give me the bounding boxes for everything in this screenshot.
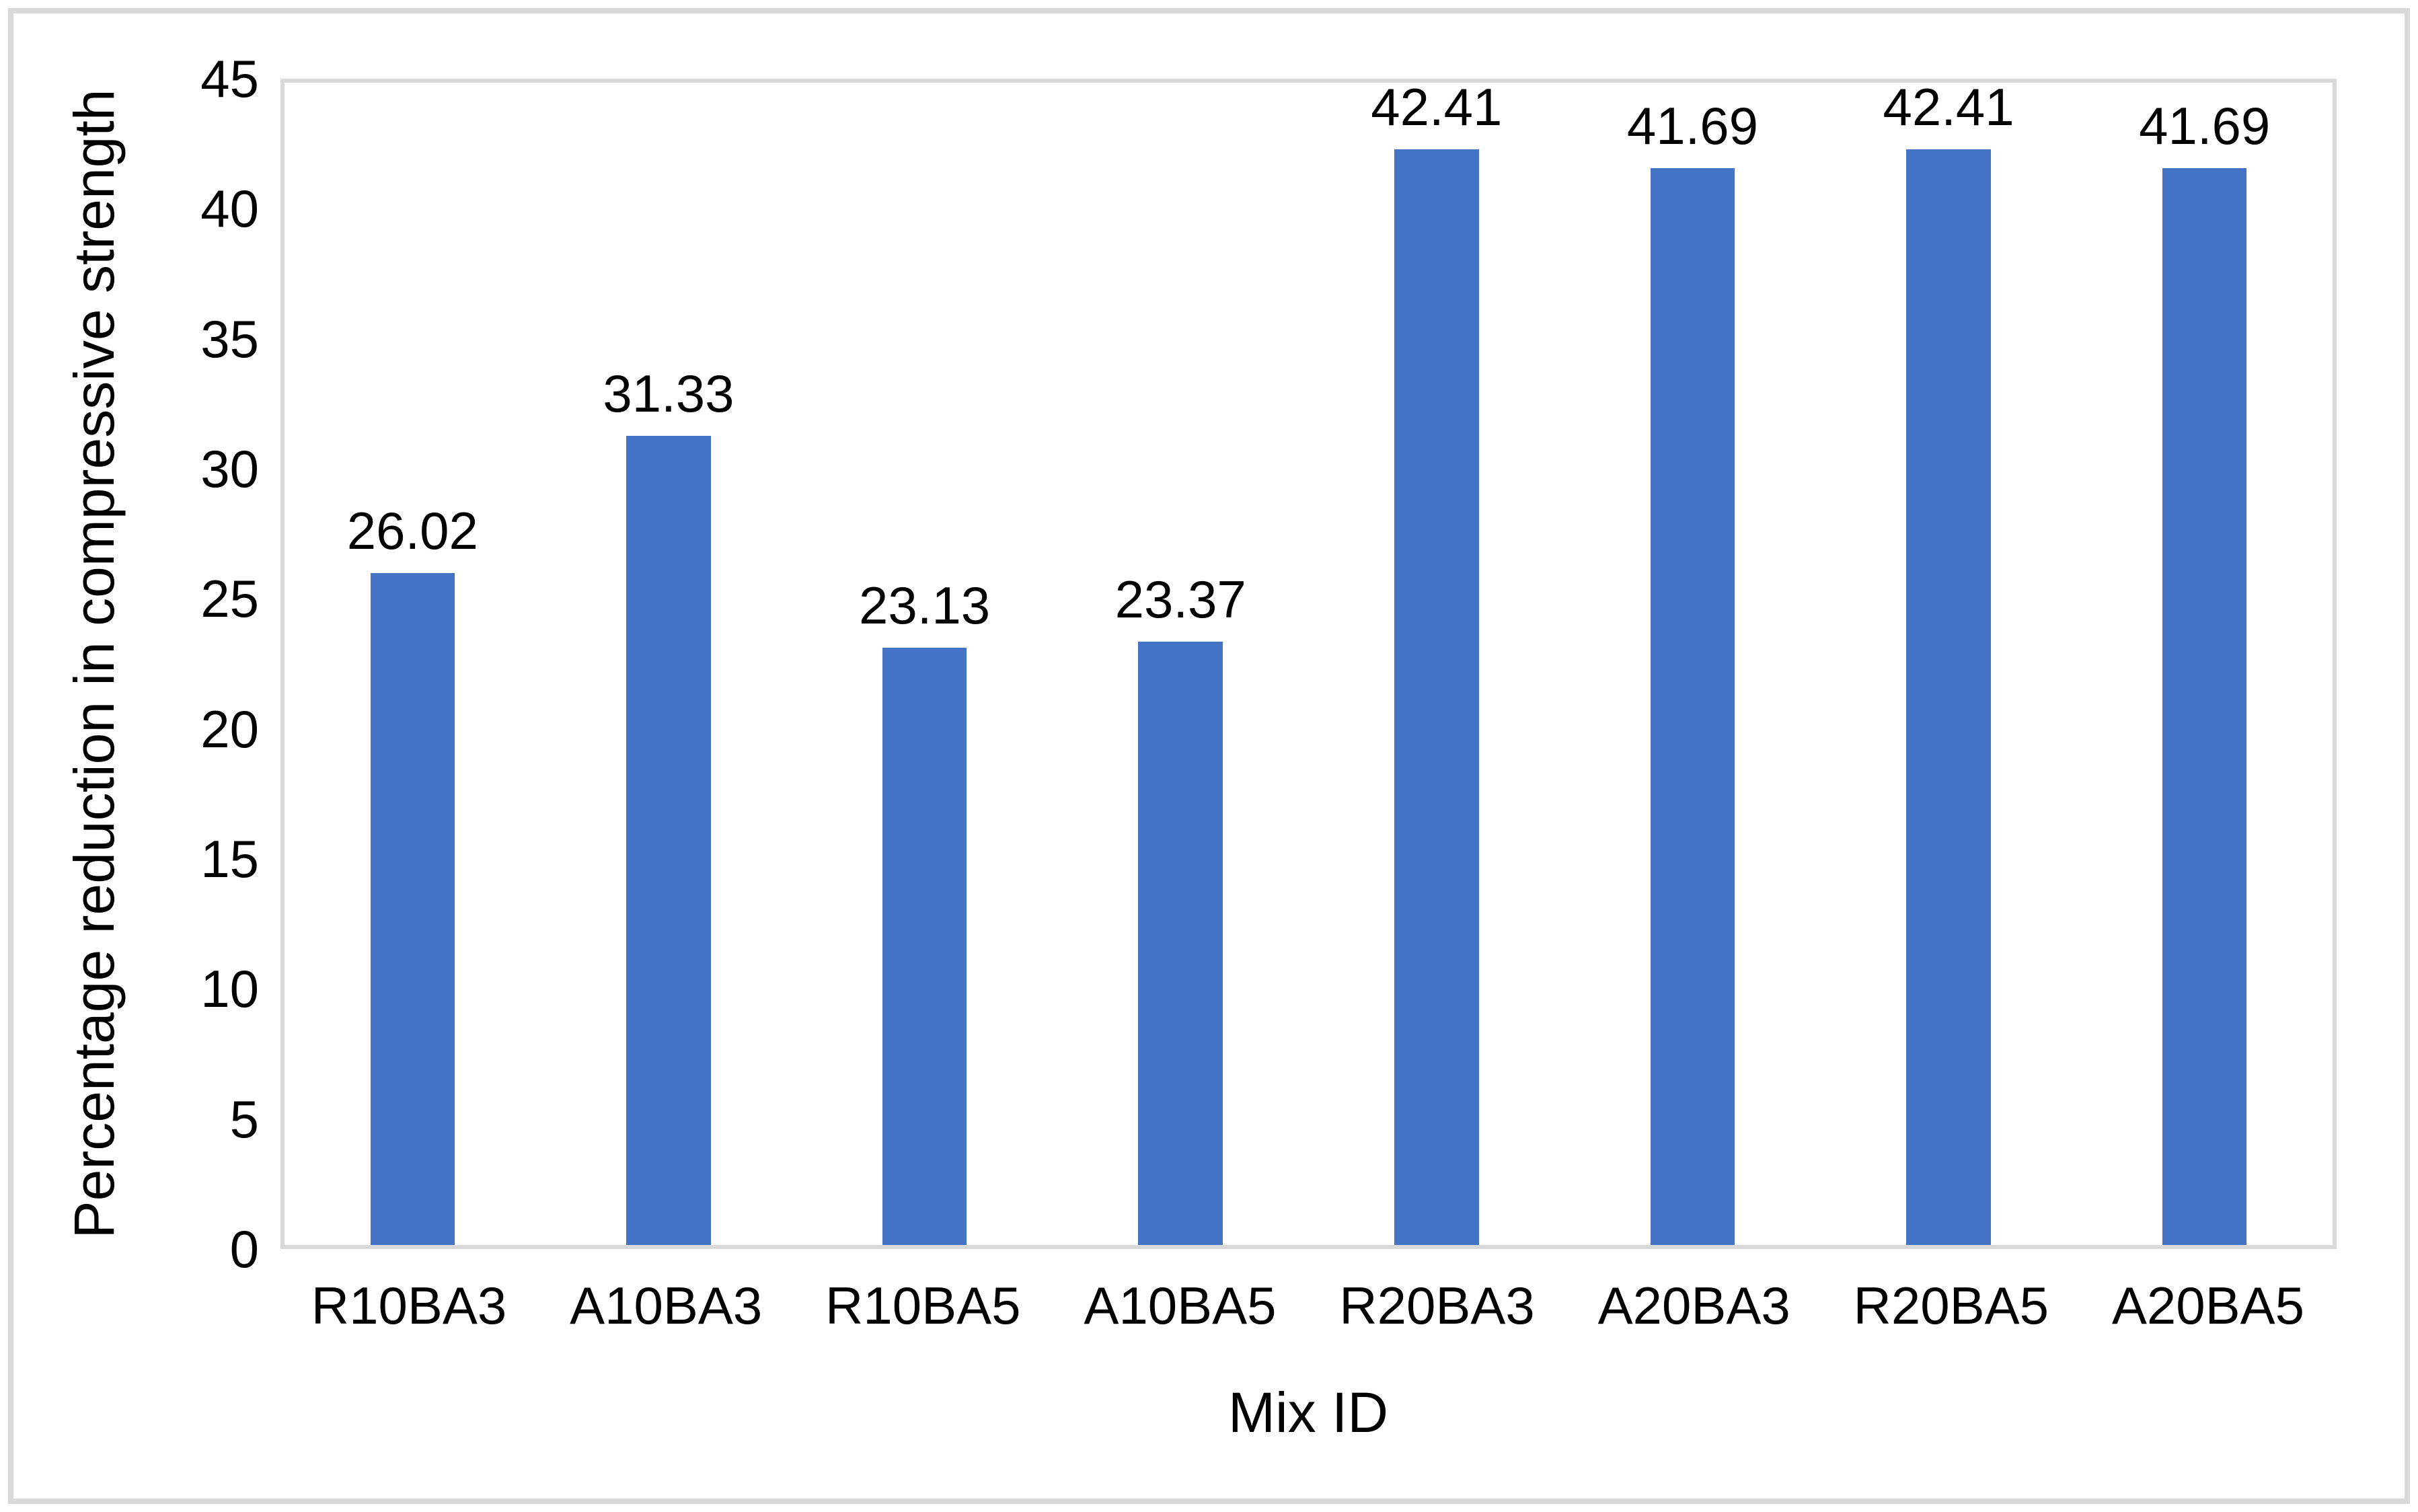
y-tick-label-40: 40: [200, 179, 259, 239]
x-tick-label-A10BA5: A10BA5: [1084, 1276, 1277, 1335]
bar-R20BA5: [1906, 149, 1991, 1245]
y-tick-label-25: 25: [200, 569, 259, 629]
x-tick-label-A20BA5: A20BA5: [2111, 1276, 2305, 1335]
bar-slot-R20BA3: 42.41: [1309, 77, 1565, 1245]
bar-R10BA3: [370, 572, 455, 1245]
bar-A20BA3: [1650, 168, 1735, 1245]
bar-value-label: 42.41: [1371, 77, 1503, 137]
bar-slot-A10BA5: 23.37: [1053, 83, 1309, 1245]
x-tick-label-R10BA3: R10BA3: [311, 1276, 507, 1335]
y-tick-label-10: 10: [200, 959, 259, 1019]
y-tick-label-15: 15: [200, 829, 259, 889]
x-tick-label-A20BA3: A20BA3: [1597, 1276, 1790, 1335]
bar-R20BA3: [1394, 149, 1479, 1245]
x-tick-label-R20BA3: R20BA3: [1339, 1276, 1535, 1335]
y-tick-label-30: 30: [200, 439, 259, 498]
y-tick-label-45: 45: [200, 49, 259, 108]
x-axis-title: Mix ID: [1228, 1381, 1388, 1444]
bar-A10BA3: [626, 435, 711, 1245]
y-tick-label-5: 5: [229, 1089, 259, 1149]
bar-value-label: 41.69: [2139, 96, 2271, 156]
bar-value-label: 31.33: [603, 363, 734, 423]
bar-slot-R10BA3: 26.02: [285, 83, 541, 1245]
bar-value-label: 23.13: [858, 575, 991, 635]
y-tick-label-35: 35: [200, 309, 259, 369]
bar-A10BA5: [1138, 641, 1223, 1245]
bar-A20BA5: [2162, 168, 2247, 1245]
bar-value-label: 26.02: [346, 500, 478, 560]
bar-value-label: 23.37: [1114, 569, 1246, 629]
bar-value-label: 41.69: [1626, 96, 1759, 156]
bar-slot-R10BA5: 23.13: [796, 83, 1053, 1245]
bar-slot-A20BA3: 41.69: [1564, 83, 1821, 1245]
x-tick-label-R20BA5: R20BA5: [1853, 1276, 2049, 1335]
bar-value-label: 42.41: [1883, 77, 2014, 137]
bar-slot-A10BA3: 31.33: [541, 83, 797, 1245]
bar-slot-R20BA5: 42.41: [1821, 77, 2077, 1245]
x-axis-tick-labels: R10BA3 A10BA3 R10BA5 A10BA5 R20BA3 A20BA3 R20B…: [280, 1275, 2337, 1349]
x-tick-label-A10BA3: A10BA3: [570, 1276, 763, 1335]
bar-slot-A20BA5: 41.69: [2076, 83, 2333, 1245]
plot-area: 26.02 31.33 23.13 23.37 42.41 41.69 42.41 41.69: [280, 79, 2337, 1249]
y-tick-label-0: 0: [229, 1219, 259, 1279]
x-tick-label-R10BA5: R10BA5: [825, 1276, 1021, 1335]
bar-R10BA5: [882, 647, 967, 1245]
y-tick-label-20: 20: [200, 699, 259, 759]
y-axis-tick-labels: 0 5 10 15 20 25 30 35 40 45: [0, 52, 259, 1275]
